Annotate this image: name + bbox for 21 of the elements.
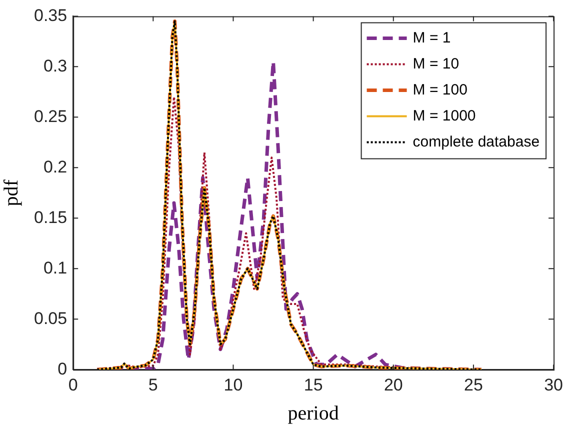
- y-tick-label: 0.05: [34, 308, 68, 328]
- y-tick-label: 0.35: [34, 6, 68, 25]
- y-tick-label: 0.15: [34, 208, 68, 227]
- x-tick-label: 15: [304, 375, 323, 394]
- legend-label: M = 1000: [412, 107, 476, 124]
- legend-label: M = 10: [412, 55, 460, 72]
- x-tick-label: 10: [224, 375, 243, 394]
- legend-label: complete database: [412, 133, 540, 150]
- y-tick-label: 0: [58, 359, 68, 378]
- x-tick-label: 25: [464, 375, 483, 394]
- y-tick-label: 0.25: [34, 106, 68, 126]
- x-tick-label: 20: [384, 375, 403, 394]
- y-tick-label: 0.2: [43, 157, 68, 176]
- x-tick-label: 5: [148, 375, 158, 394]
- legend-label: M = 1: [412, 29, 451, 46]
- x-axis-title: period: [288, 402, 339, 424]
- y-axis-title: pdf: [0, 179, 22, 206]
- y-tick-label: 0.3: [43, 56, 68, 76]
- x-tick-label: 30: [544, 375, 564, 394]
- legend-label: M = 100: [412, 81, 468, 98]
- y-tick-label: 0.1: [43, 258, 68, 278]
